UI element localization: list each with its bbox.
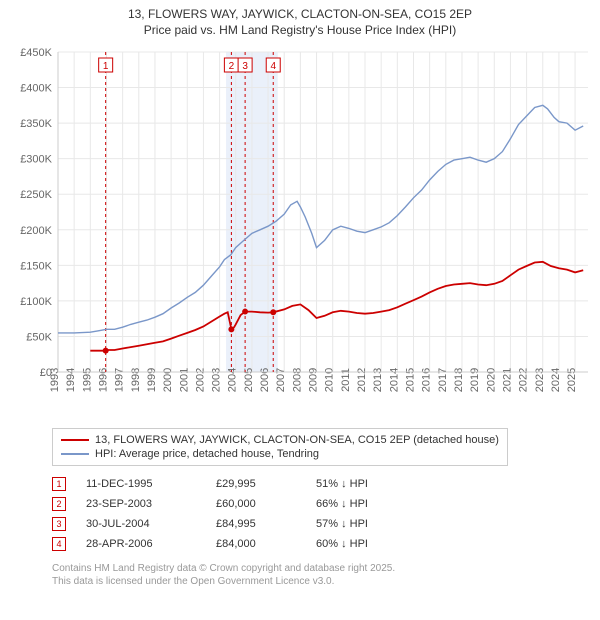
svg-text:2003: 2003 xyxy=(211,368,223,392)
svg-text:2016: 2016 xyxy=(421,368,433,392)
svg-text:2004: 2004 xyxy=(227,368,239,392)
chart-title: 13, FLOWERS WAY, JAYWICK, CLACTON-ON-SEA… xyxy=(8,6,592,38)
svg-text:1994: 1994 xyxy=(65,368,77,392)
svg-text:2008: 2008 xyxy=(291,368,303,392)
svg-text:1999: 1999 xyxy=(146,368,158,392)
footer: Contains HM Land Registry data © Crown c… xyxy=(52,562,592,588)
svg-text:£250K: £250K xyxy=(20,190,52,202)
svg-text:2021: 2021 xyxy=(501,368,513,392)
svg-text:£300K: £300K xyxy=(20,154,52,166)
event-date: 11-DEC-1995 xyxy=(86,478,196,490)
svg-text:2001: 2001 xyxy=(178,368,190,392)
svg-text:2017: 2017 xyxy=(437,368,449,392)
svg-text:1993: 1993 xyxy=(49,368,61,392)
svg-text:2014: 2014 xyxy=(388,368,400,392)
event-price: £84,995 xyxy=(216,518,296,530)
event-marker-box: 3 xyxy=(52,517,66,531)
event-row: 4 28-APR-2006 £84,000 60% ↓ HPI xyxy=(52,534,592,554)
event-price: £29,995 xyxy=(216,478,296,490)
event-diff: 60% ↓ HPI xyxy=(316,538,416,550)
svg-text:2009: 2009 xyxy=(308,368,320,392)
svg-text:2013: 2013 xyxy=(372,368,384,392)
title-line2: Price paid vs. HM Land Registry's House … xyxy=(144,23,456,37)
event-price: £60,000 xyxy=(216,498,296,510)
event-diff: 57% ↓ HPI xyxy=(316,518,416,530)
legend-label-property: 13, FLOWERS WAY, JAYWICK, CLACTON-ON-SEA… xyxy=(95,434,499,446)
svg-text:2018: 2018 xyxy=(453,368,465,392)
event-diff: 51% ↓ HPI xyxy=(316,478,416,490)
event-marker-box: 2 xyxy=(52,497,66,511)
chart: £0£50K£100K£150K£200K£250K£300K£350K£400… xyxy=(8,42,592,422)
svg-text:£150K: £150K xyxy=(20,261,52,273)
svg-text:2000: 2000 xyxy=(162,368,174,392)
event-marker-box: 1 xyxy=(52,477,66,491)
svg-text:£350K: £350K xyxy=(20,118,52,130)
svg-text:2025: 2025 xyxy=(566,368,578,392)
legend-swatch-property xyxy=(61,439,89,441)
chart-svg: £0£50K£100K£150K£200K£250K£300K£350K£400… xyxy=(8,42,592,422)
svg-text:£200K: £200K xyxy=(20,225,52,237)
footer-line1: Contains HM Land Registry data © Crown c… xyxy=(52,562,592,575)
event-date: 30-JUL-2004 xyxy=(86,518,196,530)
svg-text:2010: 2010 xyxy=(324,368,336,392)
legend: 13, FLOWERS WAY, JAYWICK, CLACTON-ON-SEA… xyxy=(52,428,508,466)
svg-text:2015: 2015 xyxy=(404,368,416,392)
svg-text:2020: 2020 xyxy=(485,368,497,392)
legend-label-hpi: HPI: Average price, detached house, Tend… xyxy=(95,448,319,460)
footer-line2: This data is licensed under the Open Gov… xyxy=(52,575,592,588)
svg-text:2: 2 xyxy=(229,61,235,72)
events-table: 1 11-DEC-1995 £29,995 51% ↓ HPI 2 23-SEP-2003… xyxy=(52,474,592,554)
svg-text:2019: 2019 xyxy=(469,368,481,392)
svg-text:1997: 1997 xyxy=(114,368,126,392)
svg-text:2012: 2012 xyxy=(356,368,368,392)
event-row: 3 30-JUL-2004 £84,995 57% ↓ HPI xyxy=(52,514,592,534)
svg-text:2024: 2024 xyxy=(550,368,562,392)
svg-text:£400K: £400K xyxy=(20,83,52,95)
svg-text:1995: 1995 xyxy=(81,368,93,392)
svg-text:4: 4 xyxy=(270,61,276,72)
event-marker-box: 4 xyxy=(52,537,66,551)
svg-text:2002: 2002 xyxy=(194,368,206,392)
legend-row-property: 13, FLOWERS WAY, JAYWICK, CLACTON-ON-SEA… xyxy=(61,433,499,447)
event-date: 23-SEP-2003 xyxy=(86,498,196,510)
title-line1: 13, FLOWERS WAY, JAYWICK, CLACTON-ON-SEA… xyxy=(128,7,472,21)
legend-swatch-hpi xyxy=(61,453,89,455)
event-price: £84,000 xyxy=(216,538,296,550)
svg-text:£450K: £450K xyxy=(20,47,52,59)
svg-text:2023: 2023 xyxy=(534,368,546,392)
svg-text:1996: 1996 xyxy=(97,368,109,392)
svg-text:1: 1 xyxy=(103,61,109,72)
event-row: 2 23-SEP-2003 £60,000 66% ↓ HPI xyxy=(52,494,592,514)
legend-row-hpi: HPI: Average price, detached house, Tend… xyxy=(61,447,499,461)
svg-text:3: 3 xyxy=(242,61,248,72)
svg-text:2006: 2006 xyxy=(259,368,271,392)
event-diff: 66% ↓ HPI xyxy=(316,498,416,510)
svg-text:1998: 1998 xyxy=(130,368,142,392)
event-date: 28-APR-2006 xyxy=(86,538,196,550)
svg-text:2007: 2007 xyxy=(275,368,287,392)
event-row: 1 11-DEC-1995 £29,995 51% ↓ HPI xyxy=(52,474,592,494)
svg-text:2022: 2022 xyxy=(518,368,530,392)
svg-text:£50K: £50K xyxy=(26,332,52,344)
svg-text:£100K: £100K xyxy=(20,296,52,308)
